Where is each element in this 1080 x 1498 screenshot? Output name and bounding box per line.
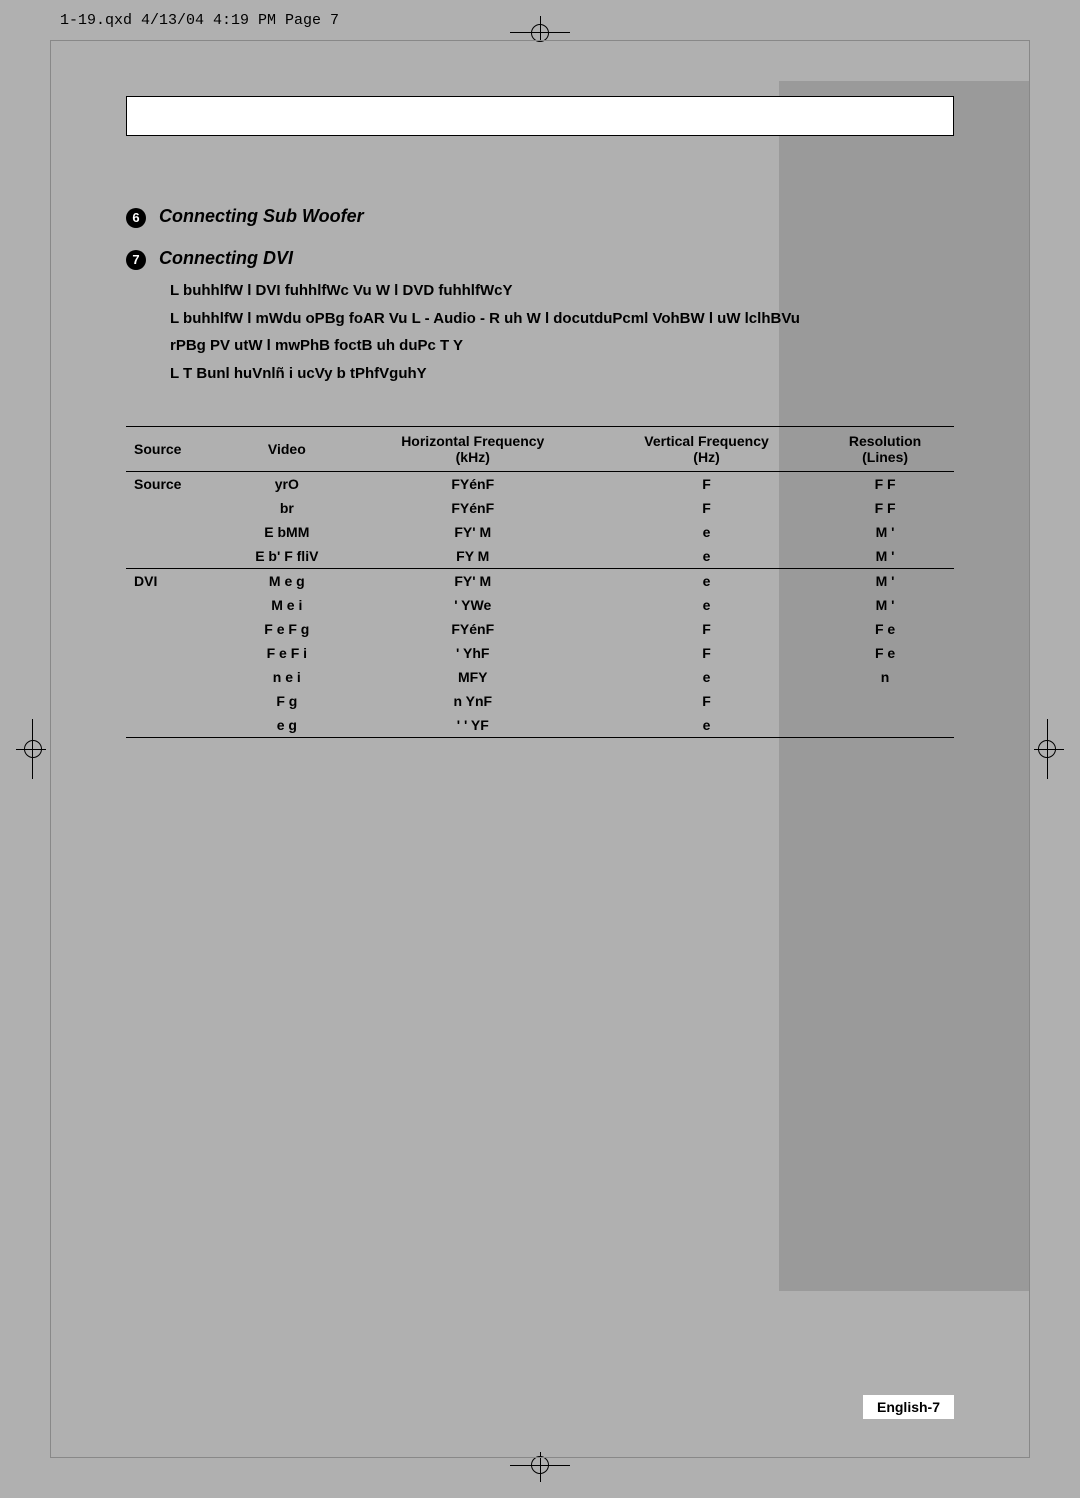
section-7-line1-pre: L buhhlfW l — [170, 282, 256, 299]
col-vf-label: Vertical Frequency — [644, 433, 769, 449]
section-7-line1-post: fuhhlfWcY — [434, 282, 512, 299]
cell-video: E bMM — [225, 520, 349, 544]
cell-video: e g — [225, 713, 349, 738]
table-row: E bMM FY' M e M ' — [126, 520, 954, 544]
cell-vf: e — [597, 569, 816, 594]
section-7: 7 Connecting DVI L buhhlfW l DVI fuhhlfW… — [126, 248, 954, 386]
cell-res — [816, 689, 954, 713]
section-6: 6 Connecting Sub Woofer — [126, 206, 954, 228]
section-6-title: Connecting Sub Woofer — [159, 206, 364, 226]
cell-res: F e — [816, 641, 954, 665]
cell-vf: e — [597, 713, 816, 738]
page-number: English-7 — [863, 1395, 954, 1419]
section-7-body: L buhhlfW l DVI fuhhlfWc Vu W l DVD fuhh… — [126, 278, 954, 386]
cell-res: M ' — [816, 544, 954, 569]
cell-video: n e i — [225, 665, 349, 689]
table-row: DVI M e g FY' M e M ' — [126, 569, 954, 594]
group1-label: Source — [126, 472, 225, 497]
frequency-table: Source Video Horizontal Frequency (kHz) … — [126, 426, 954, 738]
page-content: 6 Connecting Sub Woofer 7 Connecting DVI… — [51, 41, 1029, 1457]
col-res: Resolution (Lines) — [816, 427, 954, 472]
section-7-line3: rPBg PV utW l mwPhB foctB uh duPc T Y — [170, 333, 954, 359]
col-hf-label: Horizontal Frequency — [401, 433, 544, 449]
bullet-6-icon: 6 — [126, 208, 146, 228]
crop-mark-left — [0, 719, 50, 779]
cell-hf: FYénF — [349, 496, 597, 520]
section-7-line4: L T Bunl huVnlñ i ucVy b tPhfVguhY — [170, 361, 954, 387]
section-7-line2-pre: L buhhlfW l mWdu oPBg foAR Vu — [170, 310, 412, 327]
col-hf: Horizontal Frequency (kHz) — [349, 427, 597, 472]
table-row: e g ' ' YF e — [126, 713, 954, 738]
group2-label: DVI — [126, 569, 225, 594]
section-6-heading: 6 Connecting Sub Woofer — [126, 206, 954, 228]
table-row: M e i ' YWe e M ' — [126, 593, 954, 617]
cell-hf: FYénF — [349, 472, 597, 497]
col-source: Source — [126, 427, 225, 472]
cell-res — [816, 713, 954, 738]
table-row: E b' F fliV FY M e M ' — [126, 544, 954, 569]
col-vf: Vertical Frequency (Hz) — [597, 427, 816, 472]
cell-vf: F — [597, 472, 816, 497]
table-row: F e F g FYénF F F e — [126, 617, 954, 641]
cell-res: F F — [816, 496, 954, 520]
cell-res: M ' — [816, 569, 954, 594]
cell-hf: n YnF — [349, 689, 597, 713]
section-7-line1-dvi: DVI — [256, 282, 281, 299]
cell-vf: e — [597, 520, 816, 544]
cell-vf: F — [597, 641, 816, 665]
cell-res: M ' — [816, 593, 954, 617]
cell-video: E b' F fliV — [225, 544, 349, 569]
section-7-line2-audio: L - Audio - R — [412, 310, 500, 327]
cell-vf: F — [597, 617, 816, 641]
cell-hf: MFY — [349, 665, 597, 689]
page-frame: 6 Connecting Sub Woofer 7 Connecting DVI… — [50, 40, 1030, 1458]
cell-vf: e — [597, 665, 816, 689]
cell-hf: FY' M — [349, 569, 597, 594]
col-res-label: Resolution — [849, 433, 921, 449]
table-header-row: Source Video Horizontal Frequency (kHz) … — [126, 427, 954, 472]
col-vf-unit: (Hz) — [693, 449, 719, 465]
crop-mark-right — [1030, 719, 1080, 779]
table-row: br FYénF F F F — [126, 496, 954, 520]
section-7-heading: 7 Connecting DVI — [126, 248, 954, 270]
cell-video: M e i — [225, 593, 349, 617]
col-res-unit: (Lines) — [862, 449, 908, 465]
cell-vf: F — [597, 689, 816, 713]
table-row: F e F i ' YhF F F e — [126, 641, 954, 665]
cell-res: F e — [816, 617, 954, 641]
section-7-line2-post: uh W l docutduPcml VohBW l uW lclhBVu — [500, 310, 800, 327]
cell-hf: FYénF — [349, 617, 597, 641]
cell-video: F e F g — [225, 617, 349, 641]
table-row: n e i MFY e n — [126, 665, 954, 689]
title-bar — [126, 96, 954, 136]
cell-vf: e — [597, 593, 816, 617]
cell-video: F e F i — [225, 641, 349, 665]
cell-vf: F — [597, 496, 816, 520]
cell-video: br — [225, 496, 349, 520]
cell-video: yrO — [225, 472, 349, 497]
cell-res: n — [816, 665, 954, 689]
cell-video: M e g — [225, 569, 349, 594]
bullet-7-icon: 7 — [126, 250, 146, 270]
file-info-header: 1-19.qxd 4/13/04 4:19 PM Page 7 — [60, 12, 339, 29]
section-7-line1-mid: fuhhlfWc Vu W l — [281, 282, 403, 299]
cell-res: M ' — [816, 520, 954, 544]
cell-res: F F — [816, 472, 954, 497]
cell-hf: ' ' YF — [349, 713, 597, 738]
cell-hf: ' YWe — [349, 593, 597, 617]
crop-mark-top — [510, 0, 570, 40]
section-7-line1-dvd: DVD — [402, 282, 434, 299]
table-row: F g n YnF F — [126, 689, 954, 713]
cell-hf: FY' M — [349, 520, 597, 544]
col-video: Video — [225, 427, 349, 472]
table-row: Source yrO FYénF F F F — [126, 472, 954, 497]
cell-vf: e — [597, 544, 816, 569]
section-7-title: Connecting DVI — [159, 248, 293, 268]
col-hf-unit: (kHz) — [456, 449, 490, 465]
cell-hf: ' YhF — [349, 641, 597, 665]
cell-hf: FY M — [349, 544, 597, 569]
cell-video: F g — [225, 689, 349, 713]
